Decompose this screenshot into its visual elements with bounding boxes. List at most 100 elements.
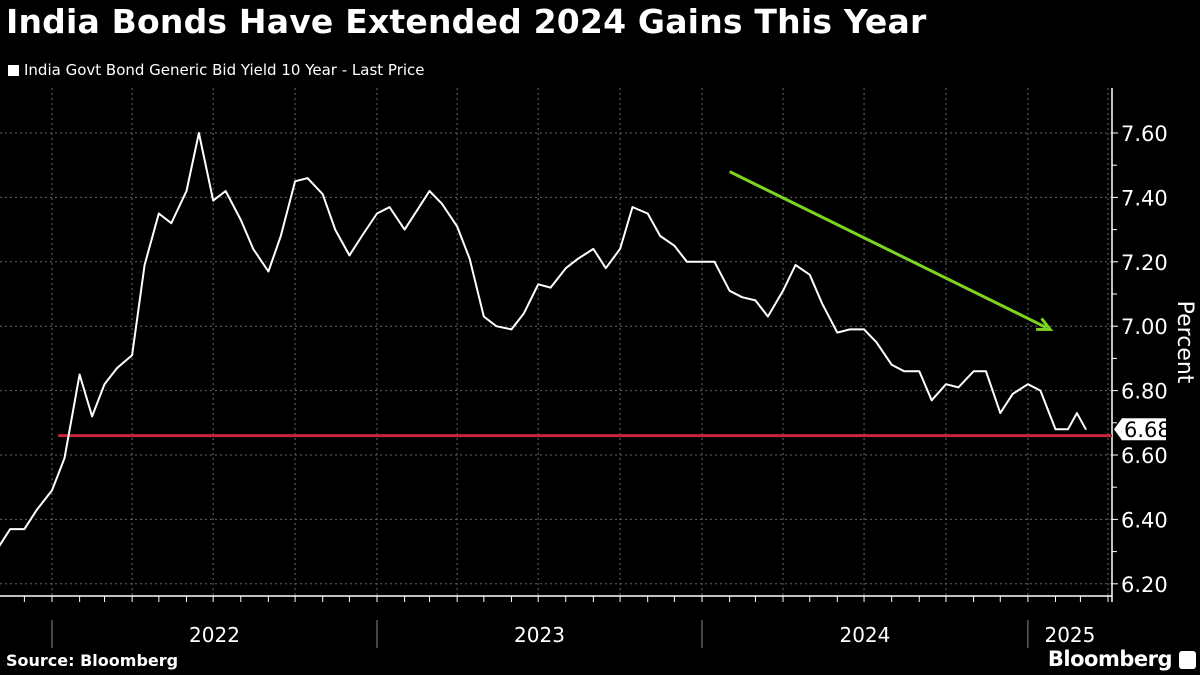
data-point [1076, 412, 1078, 414]
data-point [619, 248, 621, 250]
x-tick-label-2022: 2022 [189, 623, 240, 647]
data-point [713, 261, 716, 263]
legend: India Govt Bond Generic Bid Yield 10 Yea… [8, 61, 425, 79]
data-point [348, 254, 351, 257]
data-point [170, 222, 173, 224]
data-point [23, 528, 26, 530]
data-point [158, 212, 160, 215]
data-point [821, 302, 824, 305]
trend-arrow-shaft [728, 170, 1047, 329]
trend-arrow-head [1036, 317, 1054, 331]
data-point [930, 399, 933, 402]
y-tick-label: 7.00 [1121, 315, 1168, 339]
data-point [1039, 389, 1042, 392]
legend-swatch [8, 64, 19, 76]
data-point [701, 261, 703, 263]
data-point [1084, 428, 1087, 431]
data-point [1011, 393, 1014, 395]
data-point [808, 273, 811, 276]
y-tick-label: 6.20 [1121, 573, 1168, 597]
data-point [495, 325, 498, 328]
data-point [1054, 428, 1057, 431]
y-tick-label: 6.60 [1121, 444, 1168, 468]
source-note: Source: Bloomberg [6, 651, 179, 670]
data-point [376, 212, 378, 215]
data-point [659, 235, 661, 237]
data-point [592, 248, 595, 250]
data-point [863, 328, 865, 331]
data-point [999, 412, 1002, 414]
data-point [63, 457, 66, 460]
last-value-tag [1114, 418, 1166, 441]
data-point [782, 289, 784, 292]
data-point [198, 132, 200, 134]
data-point [537, 283, 539, 286]
data-point [728, 289, 731, 292]
y-tick-label: 7.60 [1121, 122, 1168, 146]
data-point [1027, 383, 1029, 385]
data-point [1067, 428, 1069, 431]
data-point [577, 257, 580, 260]
x-tick-label-2024: 2024 [839, 623, 890, 647]
data-point [945, 383, 947, 385]
data-point [957, 386, 960, 389]
data-point [564, 267, 567, 270]
data-point [428, 190, 431, 192]
data-point [212, 199, 214, 202]
data-point [131, 354, 133, 356]
data-point [549, 286, 552, 289]
y-tick-label: 7.20 [1121, 251, 1168, 275]
data-point [767, 315, 769, 318]
data-point [185, 190, 188, 192]
data-point [918, 370, 921, 373]
data-point [686, 261, 688, 263]
data-point [890, 364, 893, 366]
y-axis-label: Percent [1172, 301, 1197, 384]
data-point [334, 228, 336, 231]
data-point [9, 528, 11, 530]
data-point [267, 270, 270, 273]
data-point [361, 235, 363, 237]
data-point [51, 489, 53, 492]
data-point [321, 193, 324, 195]
last-value-label: 6.68 [1124, 418, 1171, 442]
data-point [403, 228, 406, 231]
bloomberg-logo: Bloomberg [1047, 647, 1173, 671]
data-point [646, 212, 649, 215]
x-tick-label-2025: 2025 [1044, 623, 1095, 647]
data-point [631, 206, 634, 208]
data-point [468, 257, 471, 260]
data-point [91, 415, 93, 418]
data-point [224, 190, 227, 192]
data-point [523, 312, 525, 315]
data-point [972, 370, 975, 373]
chart-title: India Bonds Have Extended 2024 Gains Thi… [6, 2, 927, 41]
data-point [280, 235, 282, 237]
y-tick-label: 7.40 [1121, 186, 1168, 210]
data-point [754, 299, 757, 302]
data-point [741, 296, 743, 299]
y-tick-label: 6.80 [1121, 380, 1168, 404]
data-point [836, 331, 839, 334]
x-tick-label-2023: 2023 [514, 623, 565, 647]
data-point [78, 373, 81, 376]
data-point [673, 244, 676, 247]
data-point [605, 267, 607, 270]
data-point [116, 367, 118, 369]
data-point [239, 219, 242, 221]
data-point [36, 508, 38, 511]
yield-series-line [0, 132, 1087, 547]
data-point [875, 341, 878, 344]
data-point [510, 328, 513, 331]
data-point [388, 206, 391, 208]
data-point [849, 328, 851, 331]
y-tick-label: 6.40 [1121, 508, 1168, 532]
data-point [294, 180, 296, 183]
data-point [252, 248, 255, 250]
data-point [416, 209, 418, 212]
data-point [103, 383, 106, 385]
data-point [306, 177, 309, 179]
data-point [794, 264, 797, 266]
legend-label: India Govt Bond Generic Bid Yield 10 Yea… [24, 61, 425, 79]
